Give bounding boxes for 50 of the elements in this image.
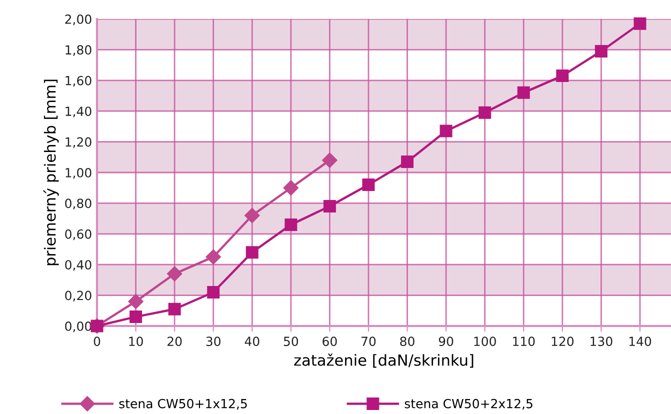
point [517,86,530,99]
y-tick-label: 1,80 [66,45,92,56]
y-tick-label: 0,40 [65,260,92,271]
y-tick-label: 1,20 [66,137,92,148]
y-tick-label: 2,00 [65,14,92,26]
x-tick-label: 110 [513,336,535,346]
point [206,249,221,264]
point [246,246,258,259]
point [634,17,646,30]
y-tick-label: 0,80 [65,198,92,210]
x-tick-label: 50 [284,336,298,346]
y-axis-title: priemerný priehyb [mm] [43,80,59,266]
point [556,70,569,82]
point [128,294,144,310]
x-tick-label: 10 [129,336,143,346]
point [167,266,182,282]
point [207,286,220,298]
x-tick-label: 60 [322,336,337,346]
point [168,302,181,316]
x-tick-label: 140 [629,336,652,346]
y-tick-label: 1,40 [66,106,92,118]
x-tick-label: 130 [590,336,612,346]
point [322,152,338,168]
x-tick-label: 30 [206,336,220,346]
x-tick-label: 90 [438,336,454,346]
point [440,124,452,138]
x-tick-label: 120 [552,336,574,346]
y-tick-label: 0,60 [65,229,92,240]
y-tick-label: 1,60 [66,76,92,87]
legend-label: stena CW50+2x12,5 [404,398,532,410]
point [244,208,260,224]
x-tick-label: 20 [168,336,182,346]
legend-label: stena CW50+1x12,5 [119,398,247,410]
point [362,178,375,192]
x-tick-label: 80 [400,336,414,346]
x-tick-label: 70 [362,336,376,346]
x-tick-label: 100 [474,336,496,346]
y-tick-label: 1,00 [66,168,92,179]
point [284,218,298,231]
point [594,44,608,58]
x-axis-title: zataženie [daN/skrinku] [294,353,474,368]
x-tick-label: 40 [244,336,260,346]
point [130,310,142,324]
point [323,200,336,213]
point [401,156,414,168]
y-tick-label: 0,00 [65,321,92,332]
y-tick-label: 0,20 [65,290,92,302]
x-tick-label: 0 [94,336,100,346]
point [478,106,492,119]
point [283,180,298,196]
